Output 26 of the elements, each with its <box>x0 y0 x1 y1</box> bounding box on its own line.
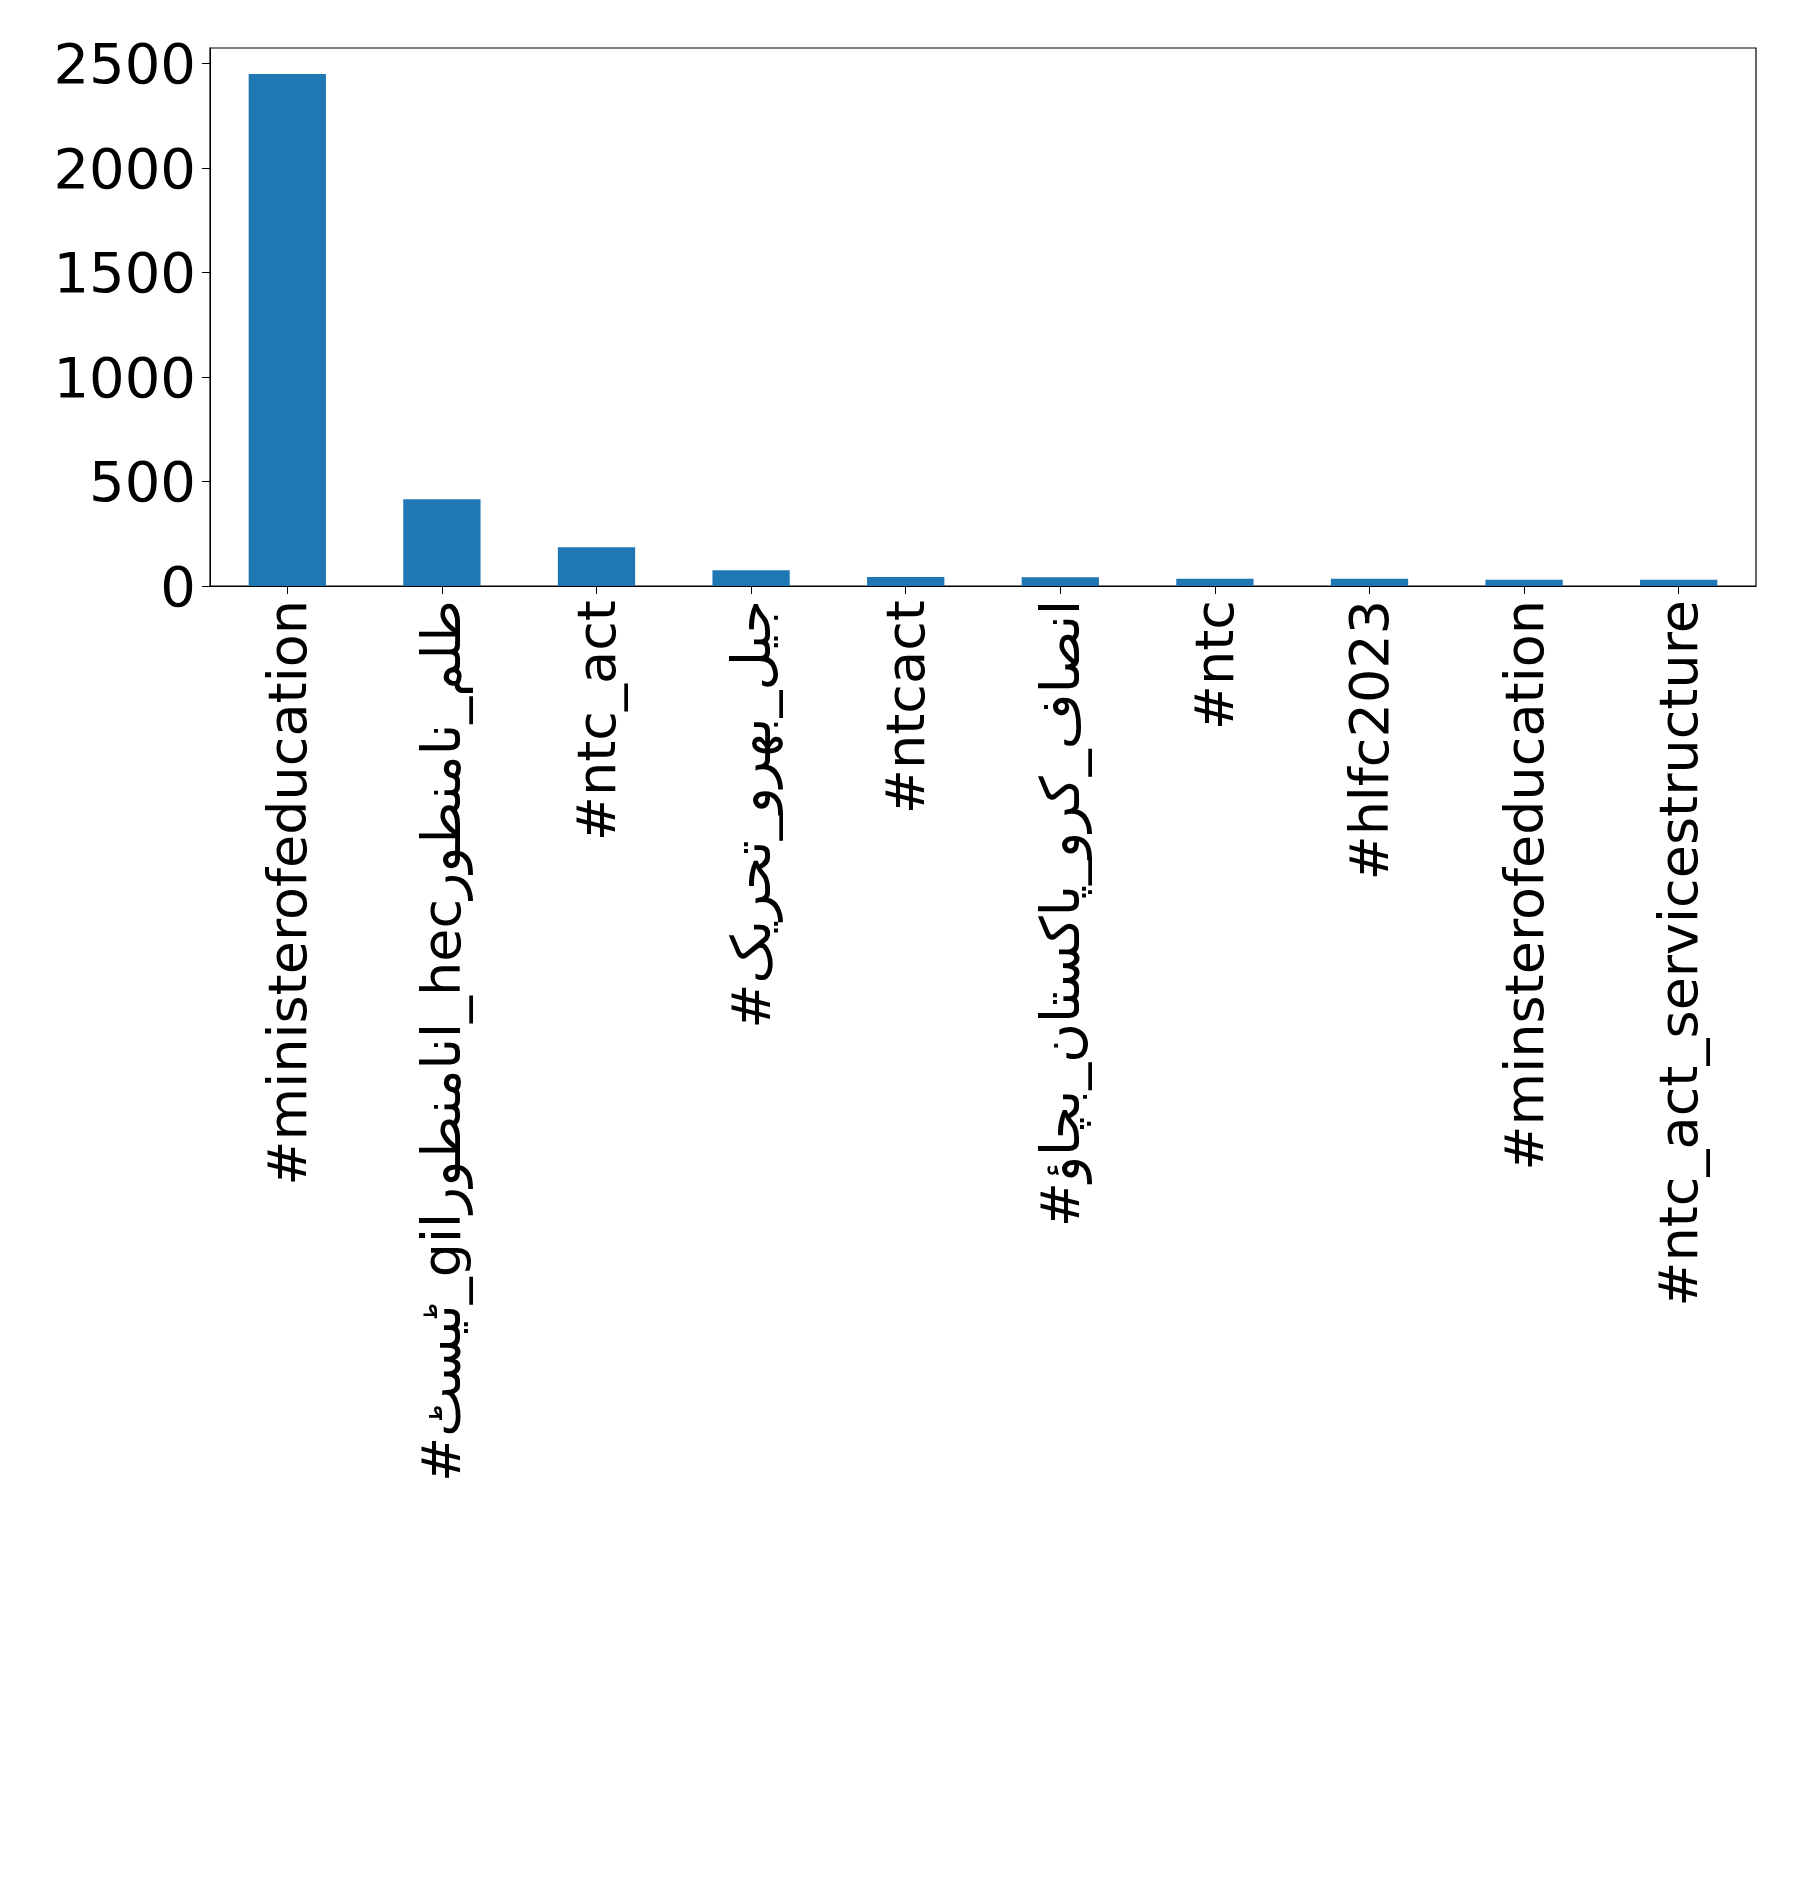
x-tick-label: #ntc_act <box>565 600 628 842</box>
x-tick-label: #minsterofeducation <box>1492 600 1556 1171</box>
x-tick-label: #ntcact <box>874 600 938 815</box>
bar <box>1021 577 1099 586</box>
x-tick-label: #ministerofeducation <box>255 600 319 1186</box>
y-tick-label: 1000 <box>53 344 196 410</box>
bar <box>403 499 481 586</box>
bar <box>867 577 945 586</box>
x-tick-label: #hlfc2023 <box>1338 600 1401 881</box>
x-tick-label: #جیل_بھرو_تحریک <box>719 600 783 1029</box>
bar <box>557 547 636 586</box>
bar <box>248 74 326 586</box>
bar <box>1485 579 1563 586</box>
bar <box>1640 579 1718 586</box>
y-tick-label: 500 <box>89 449 196 515</box>
x-tick-label: #ntc <box>1183 600 1247 731</box>
x-tick-label: #انصاف_کرو_پاکستان_بچاؤ <box>1028 600 1092 1228</box>
y-tick-label: 2000 <box>53 135 196 201</box>
bar <box>712 570 790 586</box>
bar <box>1330 578 1409 586</box>
y-tick-label: 2500 <box>53 31 196 97</box>
y-tick-label: 0 <box>160 553 196 619</box>
bar <box>1176 578 1254 586</box>
y-tick-label: 1500 <box>53 240 196 306</box>
x-tick-label: #ٹیسٹ_gilانامنطور_hecطلم_نامنطور <box>410 600 474 1482</box>
x-tick-label: #ntc_act_servicestructure <box>1647 600 1711 1307</box>
